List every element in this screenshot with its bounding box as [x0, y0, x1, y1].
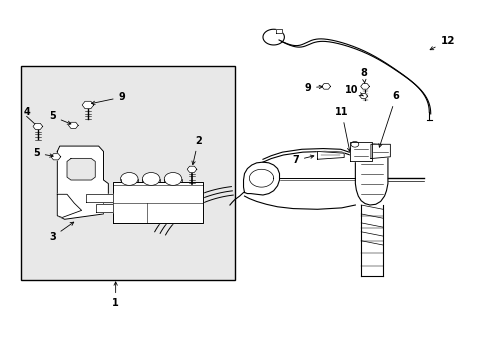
Polygon shape: [249, 169, 273, 187]
Polygon shape: [370, 144, 389, 158]
Circle shape: [164, 172, 182, 185]
Polygon shape: [68, 122, 78, 129]
Text: 7: 7: [292, 155, 313, 165]
Text: 6: 6: [378, 91, 399, 147]
Text: 4: 4: [23, 107, 30, 117]
Polygon shape: [276, 29, 281, 32]
Text: 5: 5: [33, 148, 53, 158]
Polygon shape: [317, 152, 344, 159]
Text: 10: 10: [344, 85, 363, 96]
Polygon shape: [350, 142, 372, 161]
Circle shape: [142, 172, 160, 185]
Polygon shape: [355, 144, 387, 205]
Text: 3: 3: [49, 222, 74, 242]
Polygon shape: [51, 154, 61, 160]
Text: 12: 12: [429, 36, 454, 50]
Polygon shape: [187, 166, 197, 172]
Text: 11: 11: [334, 107, 350, 151]
Circle shape: [350, 141, 358, 147]
Polygon shape: [113, 182, 203, 223]
Polygon shape: [82, 101, 94, 109]
Polygon shape: [57, 194, 81, 217]
Text: 9: 9: [91, 92, 125, 104]
Polygon shape: [33, 123, 42, 130]
Polygon shape: [96, 204, 113, 212]
Polygon shape: [359, 94, 367, 99]
Text: 8: 8: [360, 68, 366, 84]
Polygon shape: [67, 158, 95, 180]
Polygon shape: [86, 194, 113, 202]
Polygon shape: [243, 162, 279, 195]
Text: 2: 2: [192, 136, 201, 165]
Text: 9: 9: [304, 83, 322, 93]
Polygon shape: [360, 84, 369, 89]
Text: 5: 5: [49, 111, 71, 124]
Polygon shape: [57, 146, 108, 219]
Text: 1: 1: [112, 282, 119, 308]
Circle shape: [120, 172, 138, 185]
Bar: [21, 66, 234, 280]
Polygon shape: [321, 84, 330, 89]
